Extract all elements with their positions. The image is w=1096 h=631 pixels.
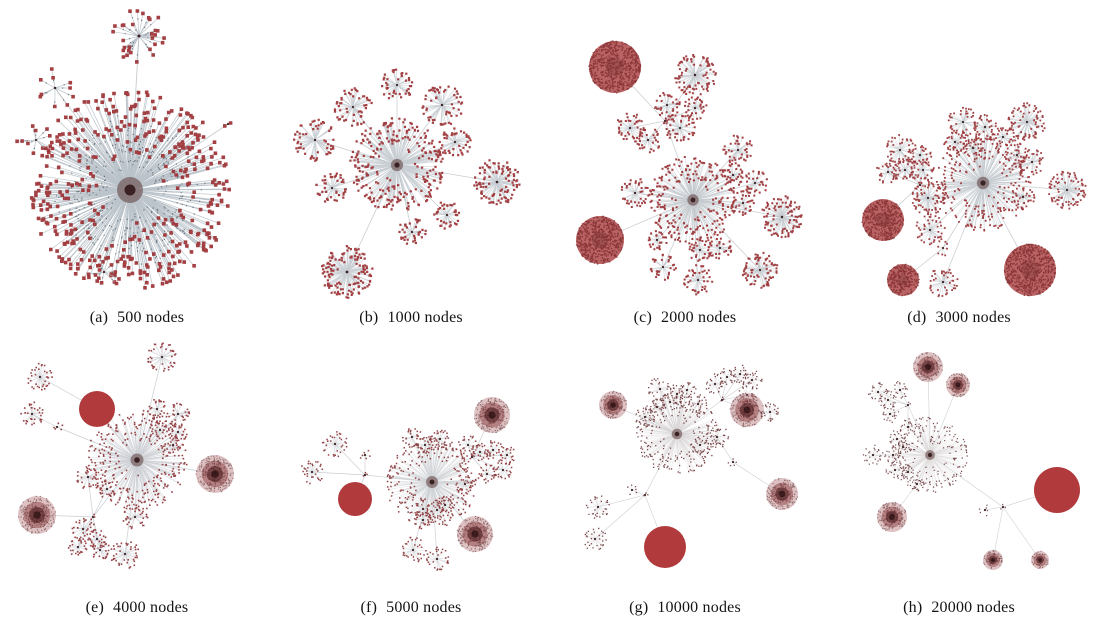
- panel-b: (b) 1000 nodes: [274, 0, 548, 335]
- caption-text: 20000 nodes: [931, 599, 1015, 616]
- caption-e: (e) 4000 nodes: [0, 590, 274, 631]
- caption-text: 500 nodes: [117, 309, 185, 326]
- network-graph-20000-nodes: [862, 352, 1080, 570]
- caption-label: (e): [85, 599, 105, 616]
- network-graph-3000-nodes: [861, 102, 1087, 298]
- caption-a: (a) 500 nodes: [0, 302, 274, 335]
- caption-text: 2000 nodes: [661, 309, 737, 326]
- caption-label: (c): [633, 309, 653, 326]
- network-graph-1000-nodes: [293, 68, 521, 299]
- caption-text: 4000 nodes: [113, 599, 189, 616]
- caption-label: (d): [907, 309, 927, 326]
- panel-h: (h) 20000 nodes: [822, 335, 1096, 631]
- panel-g: (g) 10000 nodes: [548, 335, 822, 631]
- caption-g: (g) 10000 nodes: [548, 590, 822, 631]
- panel-a: (a) 500 nodes: [0, 0, 274, 335]
- caption-b: (b) 1000 nodes: [274, 302, 548, 335]
- network-graph-500-nodes: [15, 9, 233, 290]
- caption-h: (h) 20000 nodes: [822, 590, 1096, 631]
- caption-text: 10000 nodes: [657, 599, 741, 616]
- caption-c: (c) 2000 nodes: [548, 302, 822, 335]
- caption-f: (f) 5000 nodes: [274, 590, 548, 631]
- panel-c: (c) 2000 nodes: [548, 0, 822, 335]
- caption-label: (f): [360, 599, 378, 616]
- caption-label: (b): [359, 309, 379, 326]
- caption-label: (h): [903, 599, 923, 616]
- caption-d: (d) 3000 nodes: [822, 302, 1096, 335]
- caption-label: (a): [89, 309, 109, 326]
- caption-label: (g): [629, 599, 649, 616]
- panel-e: (e) 4000 nodes: [0, 335, 274, 631]
- caption-text: 5000 nodes: [386, 599, 462, 616]
- caption-text: 1000 nodes: [387, 309, 463, 326]
- network-graph-2000-nodes: [575, 40, 803, 296]
- panel-f: (f) 5000 nodes: [274, 335, 548, 631]
- panel-d: (d) 3000 nodes: [822, 0, 1096, 335]
- network-graph-4000-nodes: [18, 342, 234, 569]
- network-graph-5000-nodes: [301, 397, 515, 571]
- network-graph-10000-nodes: [584, 364, 799, 568]
- caption-text: 3000 nodes: [935, 309, 1011, 326]
